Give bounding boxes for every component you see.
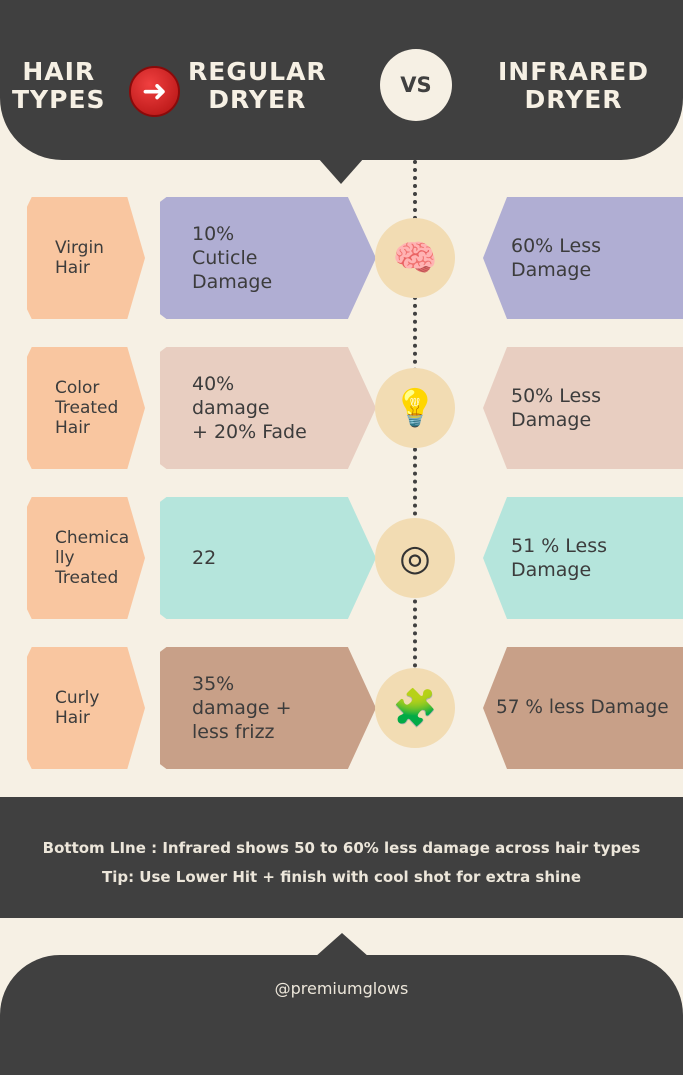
header-pointer	[318, 158, 364, 184]
infrared-dryer-value: 57 % less Damage	[496, 697, 669, 718]
comparison-row: Chemica lly Treated 22 ◎ 51 % Less Damag…	[0, 497, 683, 619]
hair-type-label: Virgin Hair	[55, 238, 104, 278]
regular-dryer-value: 35% damage + less frizz	[192, 673, 292, 743]
infrared-dryer-value: 50% Less Damage	[511, 385, 602, 431]
hair-type-label: Chemica lly Treated	[55, 528, 130, 588]
social-handle: @premiumglows	[274, 979, 409, 998]
infrared-dryer-value: 51 % Less Damage	[511, 535, 608, 581]
hair-type-tag: Virgin Hair	[27, 197, 145, 319]
tip-text: Tip: Use Lower Hit + finish with cool sh…	[101, 868, 582, 886]
comparison-row: Virgin Hair 10% Cuticle Damage 🧠 60% Les…	[0, 197, 683, 319]
regular-dryer-cell: 35% damage + less frizz	[160, 647, 376, 769]
footer: @premiumglows	[0, 955, 683, 1075]
bottom-line-band: Bottom LIne : Infrared shows 50 to 60% l…	[0, 797, 683, 918]
regular-dryer-cell: 40% damage + 20% Fade	[160, 347, 376, 469]
red-arrow-right-icon: ➜	[129, 66, 180, 117]
hair-type-label: Curly Hair	[55, 688, 100, 728]
regular-dryer-value: 22	[192, 547, 217, 569]
lightbulb-icon: 💡	[375, 368, 455, 448]
regular-dryer-value: 40% damage + 20% Fade	[192, 373, 307, 443]
comparison-row: Color Treated Hair 40% damage + 20% Fade…	[0, 347, 683, 469]
comparison-row: Curly Hair 35% damage + less frizz 🧩 57 …	[0, 647, 683, 769]
hair-type-label: Color Treated Hair	[55, 378, 119, 438]
brain-icon: 🧠	[375, 218, 455, 298]
bottom-line-text: Bottom LIne : Infrared shows 50 to 60% l…	[42, 839, 641, 857]
infrared-dryer-cell: 51 % Less Damage	[483, 497, 683, 619]
hair-type-tag: Color Treated Hair	[27, 347, 145, 469]
footer-pointer	[315, 933, 369, 957]
hair-type-tag: Chemica lly Treated	[27, 497, 145, 619]
puzzle-icon: 🧩	[375, 668, 455, 748]
hair-type-tag: Curly Hair	[27, 647, 145, 769]
infrared-dryer-cell: 57 % less Damage	[483, 647, 683, 769]
hair-types-heading: HAIR TYPES	[12, 57, 106, 114]
regular-dryer-cell: 10% Cuticle Damage	[160, 197, 376, 319]
target-icon: ◎	[375, 518, 455, 598]
vs-badge: VS	[383, 52, 449, 118]
infrared-dryer-heading: INFRARED DRYER	[498, 57, 649, 114]
regular-dryer-heading: REGULAR DRYER	[188, 57, 327, 114]
infrared-dryer-value: 60% Less Damage	[511, 235, 602, 281]
infrared-dryer-cell: 60% Less Damage	[483, 197, 683, 319]
header-banner	[0, 0, 683, 160]
infrared-dryer-cell: 50% Less Damage	[483, 347, 683, 469]
regular-dryer-cell: 22	[160, 497, 376, 619]
regular-dryer-value: 10% Cuticle Damage	[192, 223, 273, 293]
